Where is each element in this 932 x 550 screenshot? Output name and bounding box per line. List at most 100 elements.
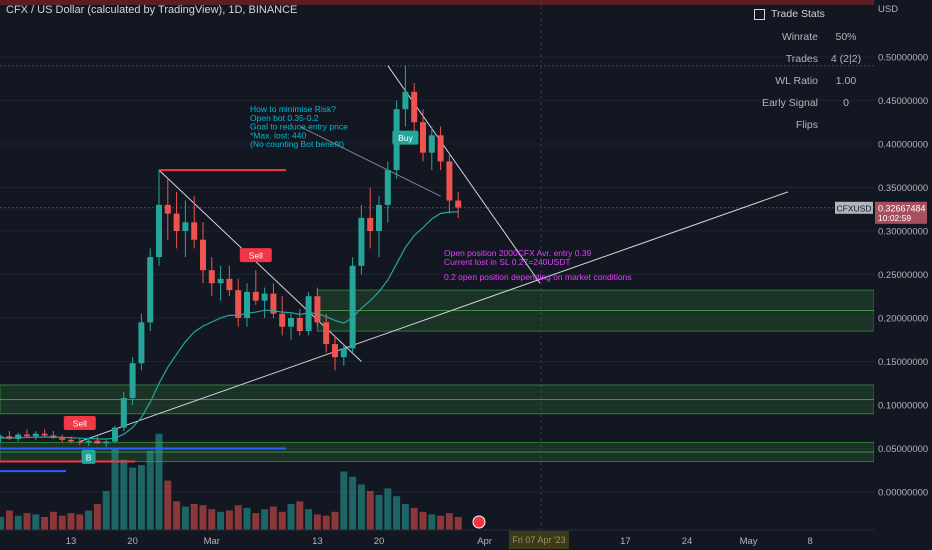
- volume-bar: [410, 507, 418, 530]
- volume-bar: [0, 517, 5, 530]
- risk-note-line: *Max. lost: 440: [250, 130, 306, 140]
- stats-value: 1.00: [835, 75, 857, 87]
- candle-body: [59, 438, 66, 440]
- price-tick-label: 0.15000000: [878, 357, 928, 368]
- time-tick-label: 13: [66, 536, 77, 547]
- volume-bar: [85, 510, 93, 530]
- volume-bar: [419, 511, 427, 530]
- price-badge-bg: [875, 201, 927, 224]
- candle-body: [191, 222, 198, 240]
- risk-note-line: Open bot 0.35-0.2: [250, 113, 319, 123]
- price-axis-unit: USD: [878, 4, 898, 15]
- falling-trendline-2: [158, 169, 362, 362]
- trade-stats-header[interactable]: Trade Stats: [754, 8, 866, 20]
- candle-body: [420, 122, 426, 153]
- checkbox-icon[interactable]: [754, 8, 765, 20]
- ema-line: [0, 211, 459, 440]
- position-note-line: Current lost in SL 0.27=240USDT: [444, 257, 571, 267]
- volume-bar: [296, 501, 304, 530]
- stats-label: Early Signal Flips: [761, 97, 818, 131]
- candle-body: [261, 293, 268, 301]
- volume-bar: [120, 459, 128, 530]
- volume-bar: [93, 504, 101, 530]
- candle-body: [279, 313, 286, 327]
- volume-bar: [287, 504, 295, 530]
- price-tick-label: 0.40000000: [878, 140, 928, 151]
- volume-bar: [181, 506, 189, 530]
- price-badge-value: 0.32667484: [878, 203, 926, 213]
- risk-note-line: How to minimise Risk?: [250, 104, 336, 114]
- candle-body: [138, 322, 145, 364]
- volume-bar: [155, 433, 163, 530]
- volume-bar: [199, 505, 207, 530]
- candle-body: [411, 91, 418, 123]
- volume-bar: [269, 506, 277, 530]
- volume-bar: [217, 511, 225, 530]
- candle-body: [103, 441, 110, 444]
- volume-bar: [454, 517, 462, 530]
- time-tick-label: 20: [127, 536, 138, 547]
- volume-bar: [67, 513, 75, 530]
- candle-body: [156, 204, 162, 258]
- volume-bar: [129, 467, 137, 530]
- volume-bar: [393, 496, 401, 530]
- sell-signal-label: Sell: [73, 419, 87, 429]
- volume-bar: [5, 510, 13, 530]
- price-tick-label: 0.30000000: [878, 227, 928, 238]
- volume-bar: [401, 504, 409, 530]
- price-tick-label: 0.10000000: [878, 401, 928, 412]
- trade-stats-title: Trade Stats: [771, 8, 825, 20]
- candle-body: [164, 204, 171, 214]
- rising-trendline: [79, 191, 789, 443]
- candle-body: [376, 204, 382, 231]
- volume-bar: [243, 507, 251, 530]
- volume-bar: [208, 509, 216, 530]
- price-tick-label: 0.05000000: [878, 444, 928, 455]
- symbol-badge-label: CFXUSD: [837, 203, 872, 213]
- volume-bar: [190, 504, 198, 530]
- candle-body: [340, 348, 347, 358]
- volume-bar: [278, 511, 286, 530]
- candle-body: [367, 217, 374, 231]
- volume-bar: [428, 514, 436, 530]
- volume-bar: [234, 505, 242, 530]
- time-tick-label: 17: [620, 536, 631, 547]
- candle-body: [252, 291, 259, 301]
- buy-signal-label: B: [86, 452, 92, 462]
- trade-stats-panel: Trade Stats Winrate 50% Trades 4 (2|2) W…: [738, 8, 866, 131]
- stats-value: 50%: [835, 31, 857, 43]
- volume-bar: [331, 511, 339, 530]
- top-strip: [0, 0, 932, 5]
- candle-body: [446, 161, 453, 201]
- volume-bar: [225, 510, 233, 530]
- candle-body: [244, 291, 250, 318]
- volume-bar: [111, 449, 119, 530]
- candle-body: [455, 200, 462, 208]
- sell-signal-label: Sell: [249, 251, 263, 261]
- candle-body: [0, 436, 4, 439]
- volume-bar: [32, 514, 40, 530]
- candle-body: [182, 222, 189, 231]
- candle-body: [129, 363, 136, 399]
- volume-bar: [313, 514, 321, 530]
- event-flag-icon: [472, 515, 486, 529]
- candle-body: [296, 318, 303, 332]
- volume-bar: [305, 509, 313, 530]
- time-tick-label: Mar: [204, 536, 220, 547]
- candle-body: [332, 344, 338, 358]
- candle-body: [85, 440, 92, 443]
- risk-note-line: (No counting Bot benefit): [250, 139, 344, 149]
- candle-body: [384, 170, 391, 205]
- annotation-pointer: [299, 126, 441, 197]
- candle-body: [358, 217, 365, 266]
- candle-body: [41, 433, 48, 436]
- symbol-badge-bg: [835, 201, 873, 214]
- volume-bar: [437, 515, 445, 530]
- candle-body: [120, 398, 127, 428]
- price-tick-label: 0.20000000: [878, 314, 928, 325]
- volume-bar: [252, 513, 260, 530]
- volume-bar: [76, 514, 84, 530]
- price-axis-bg: [874, 0, 932, 550]
- candle-body: [314, 296, 321, 323]
